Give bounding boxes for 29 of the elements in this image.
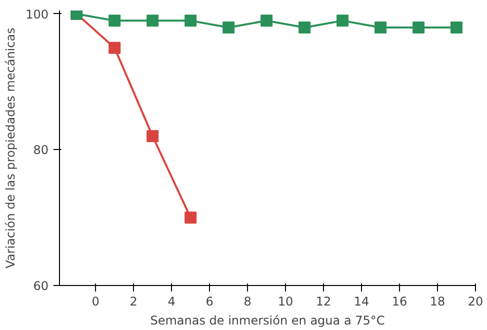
point (450, 21, 463, 34)
x-tick-label: 12 (316, 294, 332, 308)
point (108, 42, 121, 54)
x-tick-label: 16 (392, 294, 408, 308)
x-tick-label: 8 (244, 294, 252, 308)
x-tick-label: 18 (430, 294, 446, 308)
x-tick-label: 14 (354, 294, 370, 308)
y-axis-title: Variación de las propiedades mecánicas (4, 28, 18, 268)
x-tick-label: 20 (468, 294, 484, 308)
point (298, 21, 311, 34)
point (260, 14, 273, 27)
point (146, 14, 159, 27)
x-tick-label: 6 (206, 294, 214, 308)
point (184, 14, 197, 27)
point (108, 14, 121, 27)
x-tick-label: 10 (278, 294, 294, 308)
x-tick-label: 0 (92, 294, 100, 308)
x-tick-label: 4 (168, 294, 176, 308)
y-tick-label: 100 (26, 7, 48, 22)
y-tick-label: 80 (33, 143, 49, 158)
point (412, 21, 425, 34)
point (222, 21, 235, 34)
point (374, 21, 387, 34)
y-tick-label: 60 (33, 279, 49, 293)
point (146, 130, 159, 142)
x-axis-title: Semanas de inmersión en agua a 75°C (150, 314, 385, 328)
point (336, 14, 349, 27)
x-tick-label: 2 (130, 294, 138, 308)
point (184, 212, 197, 224)
